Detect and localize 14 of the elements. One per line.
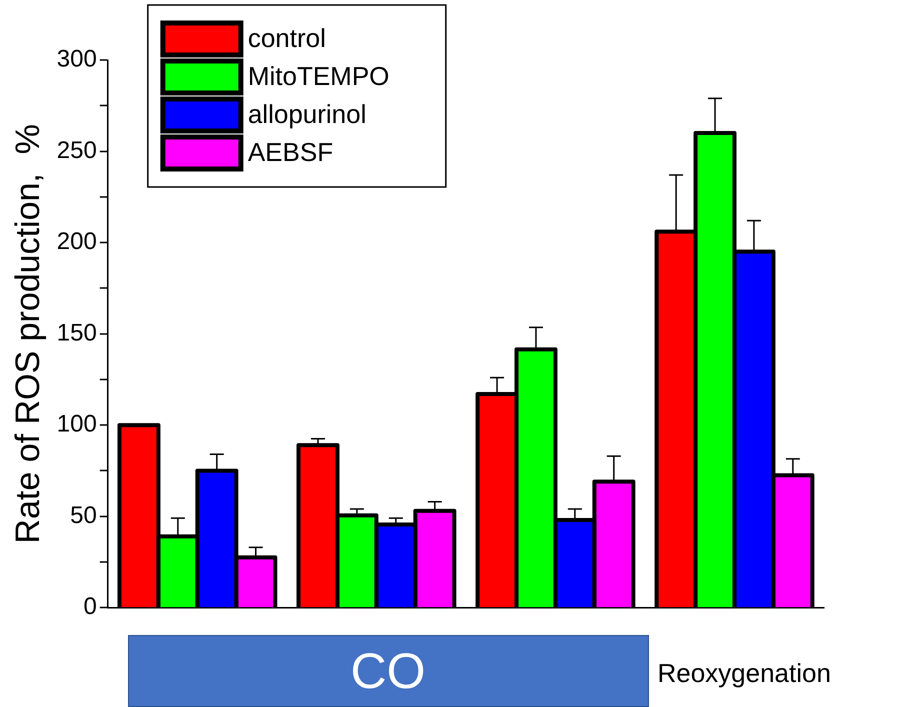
legend-label: AEBSF (248, 137, 334, 168)
y-tick-label: 50 (70, 502, 97, 529)
y-axis-title: Rate of ROS production, % (8, 124, 47, 544)
y-tick-label: 0 (83, 593, 97, 620)
y-tick-label: 100 (56, 410, 97, 438)
y-tick-label: 150 (56, 319, 97, 346)
label-box: CO (128, 635, 649, 707)
y-tick-label: 200 (56, 228, 97, 256)
y-tick-label: 250 (56, 136, 97, 164)
legend-label: MitoTEMPO (248, 61, 390, 92)
legend-label: control (248, 23, 326, 54)
y-tick-label: 300 (56, 46, 97, 73)
legend-label: allopurinol (248, 99, 366, 130)
text: Reoxygenation (657, 658, 831, 689)
